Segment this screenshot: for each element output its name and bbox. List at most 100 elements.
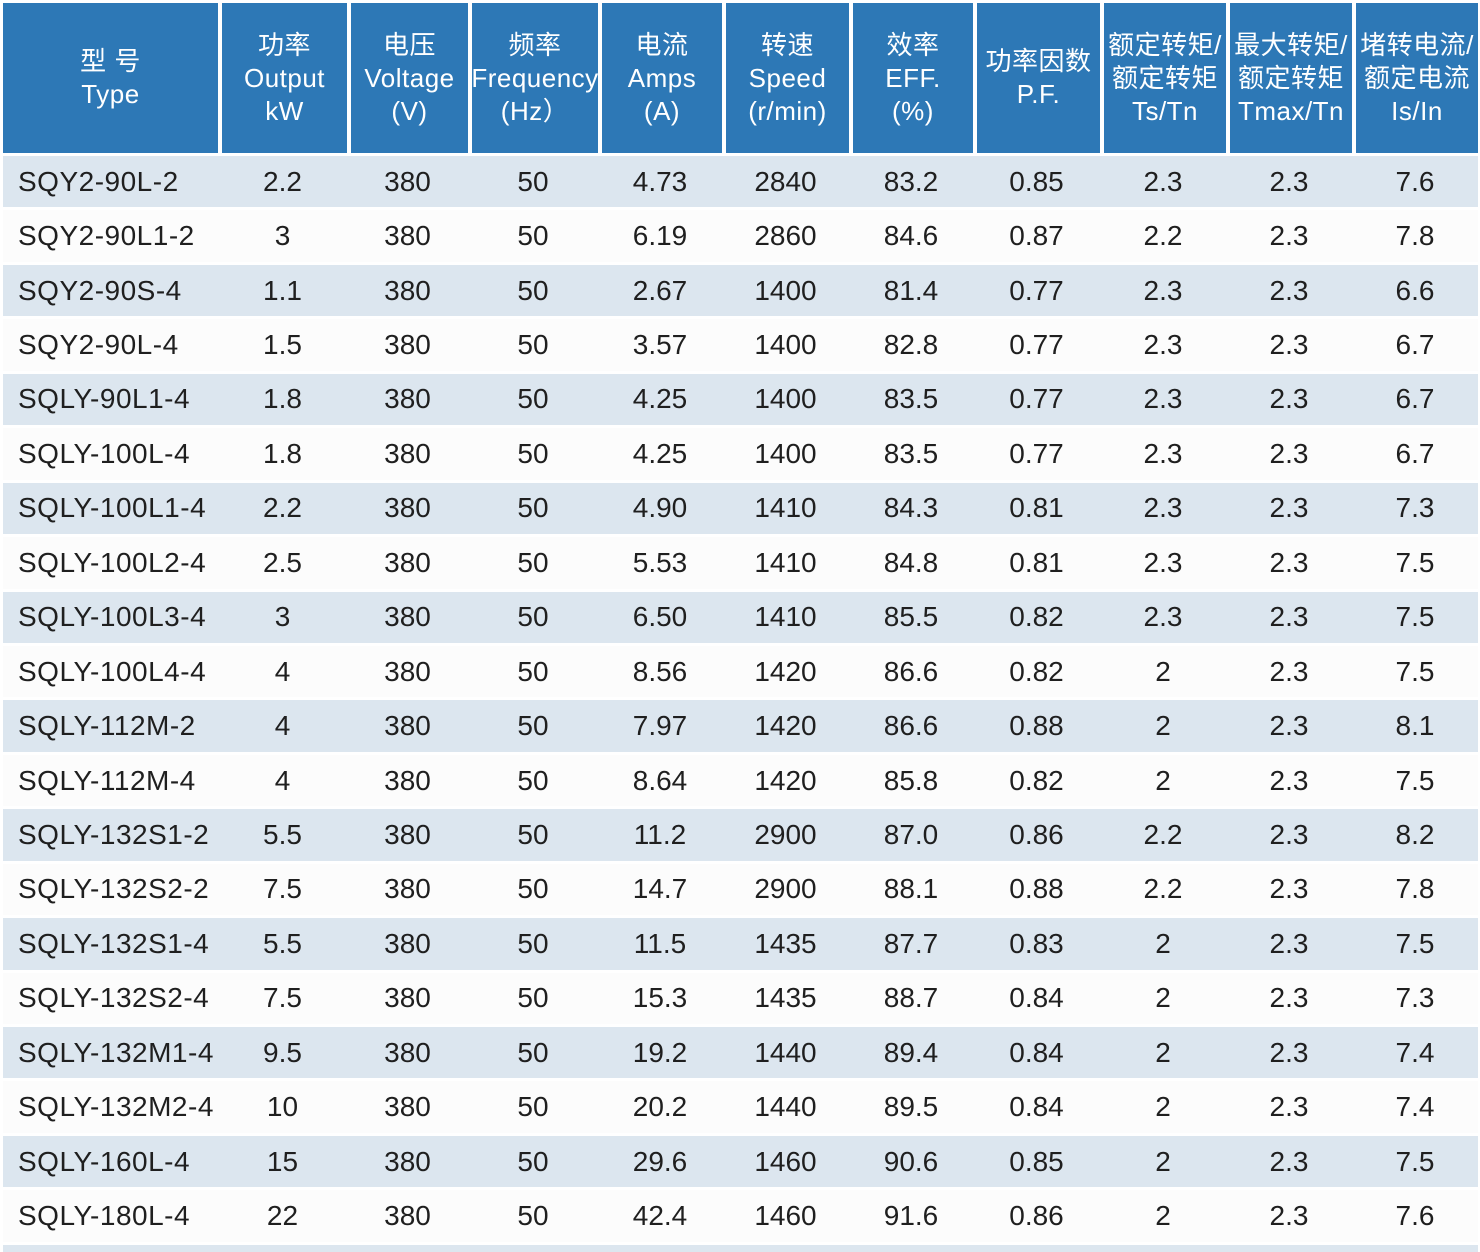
value-cell: 50 <box>517 873 549 905</box>
model-cell: SQLY-180L-4 <box>18 1200 191 1232</box>
value-cell: 6.7 <box>1395 383 1435 415</box>
value-cell: 81.4 <box>883 274 939 306</box>
column-header-efficiency: 效率 EFF. (%) <box>849 3 973 153</box>
value-cell: 2.3 <box>1269 383 1309 415</box>
value-cell: 8.56 <box>632 655 688 687</box>
value-cell: 50 <box>517 710 549 742</box>
value-cell: 2.3 <box>1143 165 1183 197</box>
model-cell: SQLY-132M2-4 <box>18 1091 214 1123</box>
value-cell: 380 <box>384 1036 431 1068</box>
value-cell: 2 <box>1155 1091 1171 1123</box>
value-cell: 7.5 <box>1395 1145 1435 1177</box>
value-cell: 7.8 <box>1395 220 1435 252</box>
value-cell: 19.2 <box>632 1036 688 1068</box>
value-cell: 50 <box>517 655 549 687</box>
value-cell: 50 <box>517 1091 549 1123</box>
value-cell: 2.3 <box>1143 601 1183 633</box>
column-header-speed: 转速 Speed (r/min) <box>722 3 849 153</box>
model-cell: SQLY-132M1-4 <box>18 1036 214 1068</box>
model-cell: SQLY-100L3-4 <box>18 601 207 633</box>
value-cell: 1.1 <box>263 274 302 306</box>
value-cell: 2.2 <box>1143 873 1183 905</box>
table-row: SQLY-112M-4 4 380 50 8.64 1420 85.8 0.82 2 2.3 7.5 <box>3 754 1478 810</box>
value-cell: 2.3 <box>1269 492 1309 524</box>
column-header-is-in: 堵转电流/ 额定电流 Is/In <box>1352 3 1478 153</box>
model-cell: SQLY-160L-4 <box>18 1145 191 1177</box>
value-cell: 2.2 <box>1143 818 1183 850</box>
value-cell: 380 <box>384 818 431 850</box>
value-cell: 2.3 <box>1269 1036 1309 1068</box>
value-cell: 1420 <box>754 655 817 687</box>
value-cell: 2900 <box>754 873 817 905</box>
value-cell: 14.7 <box>632 873 688 905</box>
value-cell: 0.84 <box>1009 1091 1064 1123</box>
value-cell: 0.84 <box>1009 1036 1064 1068</box>
table-row: SQLY-132S2-4 7.5 380 50 15.3 1435 88.7 0.84 2 2.3… <box>3 972 1478 1027</box>
value-cell: 3.57 <box>632 329 688 361</box>
value-cell: 0.85 <box>1009 165 1064 197</box>
table-row: SQLY-100L3-4 3 380 50 6.50 1410 85.5 0.82 2.3 2.3… <box>3 591 1478 646</box>
model-cell: SQLY-132S1-2 <box>18 818 210 850</box>
value-cell: 2 <box>1155 1145 1171 1177</box>
table-row: SQLY-100L4-4 4 380 50 8.56 1420 86.6 0.82 2 2.3 7.… <box>3 645 1478 701</box>
table-header: 型 号 Type 功率 Output kW 电压 Voltage (V) 频率 … <box>3 3 1478 156</box>
value-cell: 87.0 <box>883 818 939 850</box>
table-row: SQLY-132M1-4 9.5 380 50 19.2 1440 89.4 0.84 2 2.3… <box>3 1027 1478 1082</box>
value-cell: 2.3 <box>1269 165 1309 197</box>
value-cell: 15 <box>266 1145 299 1177</box>
value-cell: 50 <box>517 220 549 252</box>
table-row: SQY2-90L1-2 3 380 50 6.19 2860 84.6 0.87 2.2 2.3 7… <box>3 210 1478 265</box>
value-cell: 2.3 <box>1269 818 1309 850</box>
value-cell: 8.2 <box>1395 818 1435 850</box>
table-row: SQLY-132M2-4 10 380 50 20.2 1440 89.5 0.84 2 2.3 7… <box>3 1081 1478 1136</box>
value-cell: 0.81 <box>1009 492 1064 524</box>
model-cell: SQLY-132S1-4 <box>18 927 210 959</box>
value-cell: 50 <box>517 274 549 306</box>
value-cell: 1435 <box>754 927 817 959</box>
value-cell: 8.64 <box>632 764 688 796</box>
value-cell: 89.5 <box>883 1091 939 1123</box>
value-cell: 2.3 <box>1269 655 1309 687</box>
value-cell: 6.7 <box>1395 437 1435 469</box>
column-header-frequency: 频率 Frequency (Hz） <box>468 3 598 153</box>
value-cell: 7.5 <box>1395 546 1435 578</box>
value-cell: 380 <box>384 383 431 415</box>
value-cell: 2.2 <box>1143 220 1183 252</box>
value-cell: 2.3 <box>1269 764 1309 796</box>
value-cell: 0.88 <box>1009 873 1064 905</box>
column-header-ts-tn: 额定转矩/ 额定转矩 Ts/Tn <box>1100 3 1226 153</box>
value-cell: 5.53 <box>632 546 688 578</box>
value-cell: 380 <box>384 220 431 252</box>
value-cell: 0.84 <box>1009 982 1064 1014</box>
value-cell: 1.5 <box>263 329 302 361</box>
value-cell: 50 <box>517 982 549 1014</box>
value-cell: 50 <box>517 1036 549 1068</box>
value-cell: 7.5 <box>263 873 302 905</box>
value-cell: 2860 <box>754 220 817 252</box>
value-cell: 4 <box>274 764 291 796</box>
value-cell: 10 <box>266 1091 299 1123</box>
value-cell: 2.3 <box>1269 437 1309 469</box>
value-cell: 4.25 <box>632 437 688 469</box>
value-cell: 2.3 <box>1269 982 1309 1014</box>
value-cell: 7.5 <box>1395 655 1435 687</box>
table-row: SQLY-100L-4 1.8 380 50 4.25 1400 83.5 0.77 2.3 2.… <box>3 428 1478 483</box>
value-cell: 83.5 <box>883 383 939 415</box>
table-row: SQLY-132S1-2 5.5 380 50 11.2 2900 87.0 0.86 2.2 2… <box>3 809 1478 864</box>
value-cell: 380 <box>384 165 431 197</box>
value-cell: 2.3 <box>1269 220 1309 252</box>
value-cell: 4.90 <box>632 492 688 524</box>
value-cell: 1400 <box>754 329 817 361</box>
value-cell: 2.3 <box>1269 873 1309 905</box>
value-cell: 7.5 <box>1395 927 1435 959</box>
value-cell: 2.2 <box>263 492 302 524</box>
table-row: SQLY-132S1-4 5.5 380 50 11.5 1435 87.7 0.83 2 2.3… <box>3 918 1478 973</box>
column-header-amps: 电流 Amps (A) <box>598 3 722 153</box>
value-cell: 1440 <box>754 1036 817 1068</box>
value-cell: 1435 <box>754 982 817 1014</box>
column-header-output-kw: 功率 Output kW <box>218 3 347 153</box>
value-cell: 380 <box>384 655 431 687</box>
value-cell: 1420 <box>754 764 817 796</box>
value-cell: 50 <box>517 383 549 415</box>
